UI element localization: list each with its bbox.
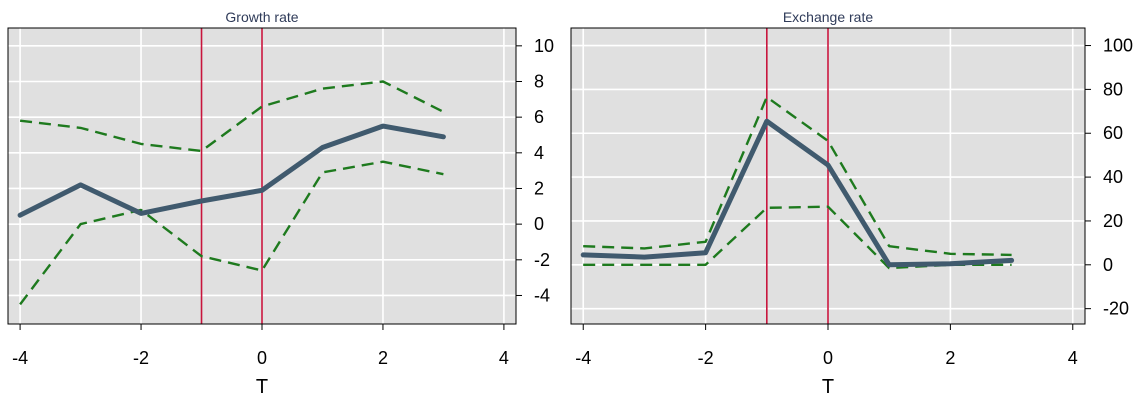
growth-rate-x-axis-title: T <box>256 376 268 398</box>
growth-rate-estimate-series <box>17 123 446 218</box>
growth-rate-panel: Growth rate -4 -2 0 2 4 -4 -2 0 2 4 6 8 10 T <box>7 9 554 398</box>
exchange-rate-y-tick-label: 40 <box>1103 167 1123 187</box>
growth-rate-x-tick-label: 0 <box>257 348 267 368</box>
exchange-rate-x-tick-label: 0 <box>823 348 833 368</box>
growth-rate-x-tick-label: 2 <box>378 348 388 368</box>
growth-rate-x-tick-label: -4 <box>12 348 28 368</box>
exchange-rate-x-tick-label: 2 <box>945 348 955 368</box>
growth-rate-lower-series <box>19 160 444 306</box>
growth-rate-y-tick-label: 0 <box>534 214 544 234</box>
growth-rate-x-tick-label: -2 <box>133 348 149 368</box>
exchange-rate-y-tick-label: -20 <box>1103 299 1129 319</box>
exchange-rate-y-tick-label: 60 <box>1103 123 1123 143</box>
exchange-rate-x-tick-label: -4 <box>575 348 591 368</box>
exchange-rate-y-tick-label: 80 <box>1103 79 1123 99</box>
exchange-rate-x-tick-label: -2 <box>698 348 714 368</box>
exchange-rate-y-tick-label: 100 <box>1103 36 1133 56</box>
growth-rate-y-tick-label: -4 <box>534 285 550 305</box>
exchange-rate-x-tick-label: 4 <box>1068 348 1078 368</box>
growth-rate-y-tick-label: 6 <box>534 107 544 127</box>
growth-rate-y-tick-label: 10 <box>534 36 554 56</box>
growth-rate-title: Growth rate <box>225 9 298 25</box>
growth-rate-y-tick-label: 4 <box>534 143 544 163</box>
growth-rate-y-tick-label: -2 <box>534 250 550 270</box>
exchange-rate-title: Exchange rate <box>783 9 873 25</box>
exchange-rate-x-axis-title: T <box>822 376 834 398</box>
growth-rate-y-tick-label: 2 <box>534 178 544 198</box>
exchange-rate-y-tick-label: 0 <box>1103 255 1113 275</box>
growth-rate-y-tick-label: 8 <box>534 71 544 91</box>
exchange-rate-estimate-series <box>580 118 1015 268</box>
growth-rate-x-tick-label: 4 <box>499 348 509 368</box>
exchange-rate-y-tick-label: 20 <box>1103 211 1123 231</box>
